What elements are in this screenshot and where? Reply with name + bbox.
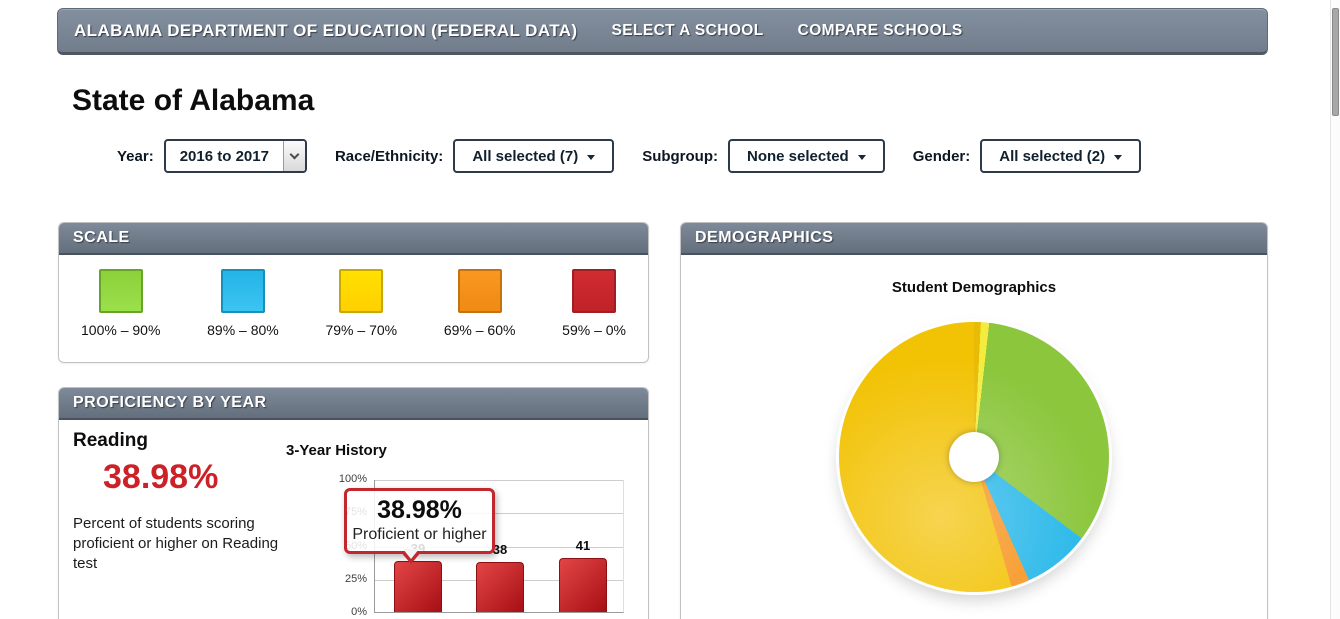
- scale-swatch: [457, 269, 502, 313]
- y-axis-tick: 100%: [338, 473, 367, 485]
- bar-chart-title: 3-Year History: [286, 442, 387, 459]
- caret-down-icon: [1114, 154, 1123, 160]
- race-label: Race/Ethnicity:: [334, 147, 444, 165]
- scale-items: 100% – 90% 89% – 80% 79% – 70% 69% – 60% 59%…: [59, 255, 648, 338]
- scale-item-label: 59% – 0%: [562, 322, 626, 338]
- gridline: [375, 480, 623, 481]
- donut-hole: [949, 432, 999, 482]
- nav-link-compare-schools[interactable]: COMPARE SCHOOLS: [797, 21, 963, 39]
- proficiency-panel-header: PROFICIENCY BY YEAR: [59, 388, 648, 420]
- scale-swatch: [98, 269, 143, 313]
- top-navbar: ALABAMA DEPARTMENT OF EDUCATION (FEDERAL…: [57, 8, 1268, 55]
- scale-item-label: 69% – 60%: [443, 322, 516, 338]
- race-filter-group: Race/Ethnicity: All selected (7): [334, 139, 615, 173]
- subgroup-dropdown-button[interactable]: None selected: [728, 139, 885, 173]
- scale-item-label: 89% – 80%: [207, 322, 279, 338]
- bar-column: 39: [394, 480, 442, 612]
- gender-dropdown-value: All selected (2): [999, 147, 1106, 165]
- bar[interactable]: [476, 561, 524, 612]
- year-select[interactable]: 2016 to 2017: [163, 139, 307, 173]
- y-axis-tick: 25%: [344, 572, 367, 585]
- chart-tooltip: 38.98% Proficient or higher: [344, 488, 495, 564]
- tooltip-label: Proficient or higher: [352, 526, 487, 543]
- demographics-panel: DEMOGRAPHICS Student Demographics: [680, 222, 1268, 619]
- gender-dropdown-button[interactable]: All selected (2): [980, 139, 1142, 173]
- scale-item-label: 79% – 70%: [325, 322, 398, 338]
- tooltip-value: 38.98%: [377, 496, 462, 524]
- gridline: [375, 546, 623, 548]
- bar-column: 38: [476, 480, 524, 612]
- tooltip-pointer-fill: [403, 549, 419, 559]
- scrollbar-thumb[interactable]: [1332, 8, 1339, 116]
- proficiency-description: Percent of students scoring proficient o…: [73, 515, 279, 572]
- nav-brand[interactable]: ALABAMA DEPARTMENT OF EDUCATION (FEDERAL…: [74, 20, 578, 40]
- bar[interactable]: [394, 560, 442, 612]
- caret-down-icon: [587, 154, 596, 160]
- subgroup-filter-group: Subgroup: None selected: [642, 139, 885, 173]
- nav-link-select-a-school[interactable]: SELECT A SCHOOL: [611, 21, 764, 39]
- scale-item: 89% – 80%: [207, 255, 279, 338]
- demographics-body: Student Demographics: [681, 255, 1267, 619]
- race-dropdown-button[interactable]: All selected (7): [453, 139, 615, 173]
- y-axis-tick: 0%: [351, 606, 367, 618]
- gender-label: Gender:: [912, 147, 971, 165]
- gender-filter-group: Gender: All selected (2): [912, 139, 1142, 173]
- scale-swatch: [572, 269, 617, 313]
- scale-item: 59% – 0%: [562, 255, 626, 338]
- demographics-panel-header: DEMOGRAPHICS: [681, 223, 1267, 255]
- gridline: [375, 513, 623, 515]
- proficiency-body: Reading 38.98% Percent of students scori…: [59, 420, 648, 619]
- year-select-value: 2016 to 2017: [179, 147, 269, 165]
- scale-item-label: 100% – 90%: [81, 322, 161, 338]
- donut-chart[interactable]: [839, 322, 1109, 592]
- scale-panel-header: SCALE: [59, 223, 648, 255]
- proficiency-score: 38.98%: [103, 458, 219, 496]
- proficiency-panel: PROFICIENCY BY YEAR Reading 38.98% Perce…: [58, 387, 649, 619]
- page-title: State of Alabama: [72, 84, 315, 117]
- scale-item: 69% – 60%: [443, 255, 516, 338]
- scrollbar-track[interactable]: [1330, 0, 1340, 619]
- chevron-down-icon: [282, 141, 305, 171]
- scale-swatch: [220, 269, 265, 313]
- filters-bar: Year: 2016 to 2017 Race/Ethnicity: All s…: [117, 139, 1169, 173]
- bar-chart-plot: 39 38 41: [374, 480, 624, 613]
- caret-down-icon: [857, 154, 866, 160]
- bar-value-label: 38: [492, 541, 508, 557]
- bar-value-label: 41: [575, 537, 591, 553]
- year-label: Year:: [117, 147, 154, 165]
- subgroup-dropdown-value: None selected: [747, 147, 849, 165]
- race-dropdown-value: All selected (7): [472, 147, 579, 165]
- year-filter-group: Year: 2016 to 2017: [117, 139, 307, 173]
- bar[interactable]: [559, 557, 607, 612]
- scale-item: 79% – 70%: [325, 255, 397, 338]
- demographics-chart-title: Student Demographics: [891, 279, 1057, 296]
- subgroup-label: Subgroup:: [642, 147, 719, 165]
- scale-panel: SCALE 100% – 90% 89% – 80% 79% – 70% 69% – …: [58, 222, 649, 363]
- bar-column: 41: [559, 480, 607, 612]
- subject-title: Reading: [73, 430, 148, 451]
- scale-item: 100% – 90%: [81, 255, 160, 338]
- scale-swatch: [339, 269, 384, 313]
